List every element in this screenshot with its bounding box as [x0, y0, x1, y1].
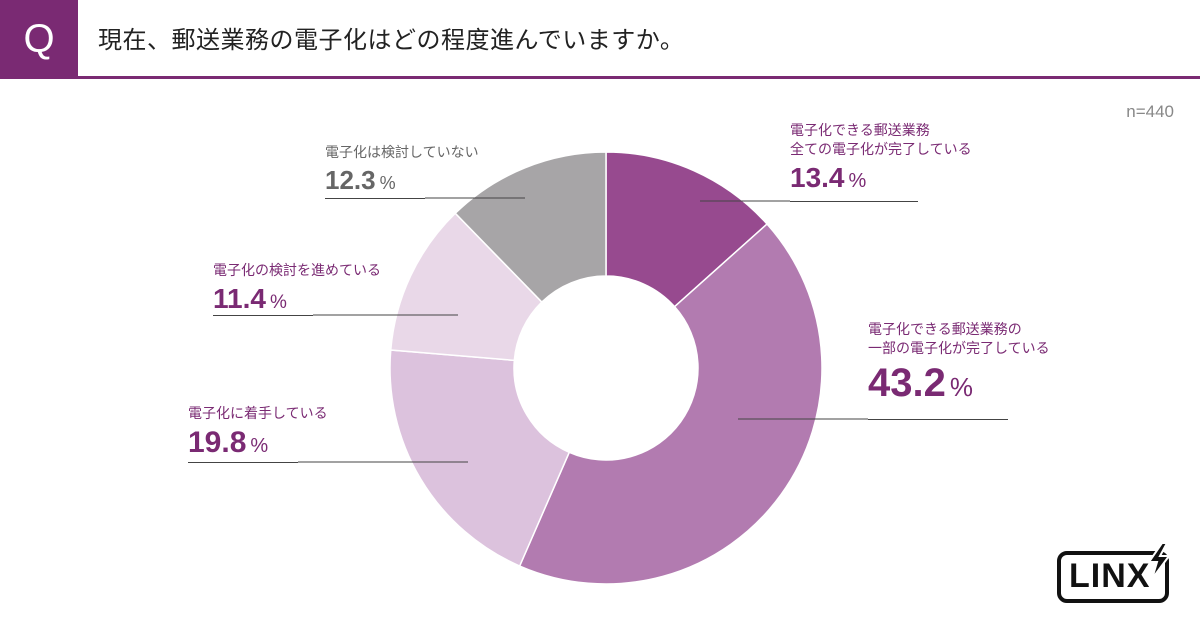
slice-value: 13.4% [790, 162, 867, 193]
slice-label-line: 電子化の検討を進めている [213, 263, 381, 279]
slice-value: 11.4% [213, 283, 287, 314]
label-underline [790, 201, 918, 202]
slice-label-complete: 電子化できる郵送業務 全ての電子化が完了している 13.4% [790, 122, 972, 192]
label-underline [325, 198, 425, 199]
slice-value: 12.3% [325, 165, 396, 195]
slice-label-partial: 電子化できる郵送業務の 一部の電子化が完了している 43.2% [868, 321, 1050, 403]
logo-text: LINX [1069, 557, 1151, 595]
donut-slice-complete [605, 151, 769, 308]
donut-slice-partial [518, 222, 823, 585]
slice-label-line: 電子化できる郵送業務の [868, 322, 1022, 338]
lightning-icon [1147, 543, 1171, 579]
slice-label-line: 電子化は検討していない [325, 145, 479, 161]
question-badge: Q [0, 0, 78, 78]
donut-slice-started [389, 349, 571, 567]
donut-slice-not-considered [454, 151, 607, 304]
slice-label-line: 全ての電子化が完了している [790, 142, 972, 158]
question-header: Q 現在、郵送業務の電子化はどの程度進んでいますか。 [0, 0, 1200, 79]
sample-size: n=440 [1126, 102, 1174, 121]
slice-label-line: 電子化に着手している [188, 406, 328, 422]
label-underline [188, 462, 298, 463]
header-underline [0, 76, 1200, 79]
slice-label-line: 一部の電子化が完了している [868, 341, 1050, 357]
slice-label-not-considered: 電子化は検討していない 12.3% [325, 144, 479, 193]
question-title: 現在、郵送業務の電子化はどの程度進んでいますか。 [98, 26, 685, 54]
slice-value: 19.8% [188, 426, 269, 459]
slice-label-considering: 電子化の検討を進めている 11.4% [213, 262, 381, 313]
label-underline [213, 315, 313, 316]
label-underline [868, 419, 1008, 420]
slice-label-started: 電子化に着手している 19.8% [188, 405, 328, 458]
slice-value: 43.2% [868, 361, 973, 405]
slice-label-line: 電子化できる郵送業務 [790, 123, 930, 139]
linx-logo: LINX [1057, 543, 1175, 603]
